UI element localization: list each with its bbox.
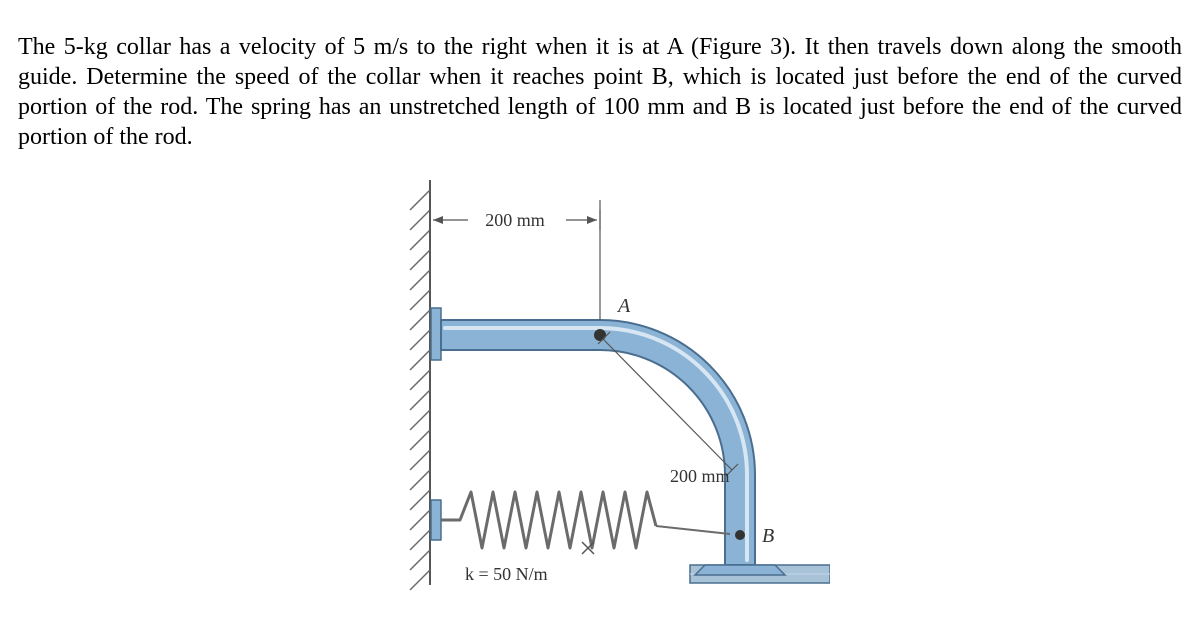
collar-A: [594, 329, 606, 341]
dimension-top-label: 200 mm: [485, 210, 545, 230]
spring-constant-label: k = 50 N/m: [465, 564, 548, 584]
point-B-label: B: [762, 525, 774, 547]
figure-container: 200 mm A 200 mm B k = 50 N/m: [18, 180, 1182, 610]
wall: [410, 180, 430, 590]
figure-svg: 200 mm A 200 mm B k = 50 N/m: [370, 180, 830, 610]
point-A-label: A: [616, 295, 631, 317]
problem-statement: The 5-kg collar has a velocity of 5 m/s …: [18, 32, 1182, 152]
spring: [431, 492, 730, 554]
dimension-radius-label: 200 mm: [670, 466, 730, 486]
collar-B: [735, 530, 745, 540]
